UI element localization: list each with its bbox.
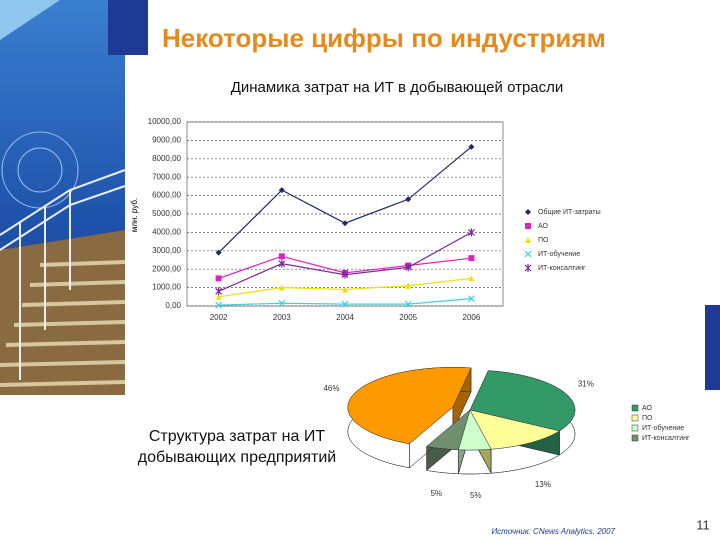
y-tick-label: 0,00	[165, 301, 181, 310]
legend-swatch	[524, 250, 532, 258]
pie-slice	[426, 409, 471, 451]
y-tick-label: 5000,00	[152, 209, 181, 218]
y-tick-label: 10000,00	[148, 117, 182, 126]
marker	[278, 259, 286, 268]
legend-swatch	[525, 223, 531, 229]
x-tick-label: 2002	[210, 313, 228, 322]
marker	[215, 293, 222, 300]
legend-swatch	[631, 404, 639, 412]
marker	[467, 228, 475, 237]
series-line	[218, 146, 472, 254]
data-label: 5%	[430, 489, 442, 498]
marker	[467, 295, 475, 303]
marker	[278, 187, 285, 194]
data-label: 13%	[535, 480, 551, 489]
legend-label: ПО	[538, 237, 549, 244]
data-label: 31%	[578, 380, 594, 389]
legend-label: ИТ-обучение	[642, 424, 684, 432]
legend-swatch	[631, 434, 639, 442]
x-tick-label: 2003	[273, 313, 291, 322]
y-tick-label: 7000,00	[152, 172, 181, 181]
title-block	[108, 0, 148, 55]
marker	[404, 263, 412, 272]
marker	[215, 249, 222, 256]
legend-swatch	[631, 414, 639, 422]
pie-caption: Структура затрат на ИТ добывающих предпр…	[137, 428, 337, 466]
y-tick-label: 6000,00	[152, 191, 181, 200]
marker	[341, 270, 349, 279]
legend-label: АО	[642, 405, 653, 412]
legend-swatch	[631, 424, 639, 432]
legend-label: Общие ИТ-затраты	[538, 208, 601, 216]
stairs-photo	[0, 0, 126, 395]
marker	[278, 299, 286, 307]
x-tick-label: 2006	[463, 313, 481, 322]
pie-slice	[469, 409, 561, 450]
x-tick-label: 2004	[336, 313, 354, 322]
line-chart-title: Динамика затрат на ИТ в добывающей отрас…	[231, 79, 564, 96]
legend-swatch	[525, 237, 531, 243]
side-block	[705, 305, 720, 390]
legend-label: ИТ-консалтинг	[538, 265, 586, 272]
legend-swatch	[524, 264, 532, 272]
y-tick-label: 4000,00	[152, 228, 181, 237]
marker	[215, 287, 223, 296]
marker	[405, 196, 412, 203]
marker	[342, 220, 348, 227]
page-number: 11	[696, 517, 710, 532]
marker	[278, 253, 285, 260]
pie-slice	[347, 367, 472, 445]
y-axis-label: млн. руб.	[130, 198, 139, 232]
marker	[215, 301, 223, 309]
marker	[468, 255, 475, 262]
legend-swatch	[525, 209, 531, 215]
marker	[468, 275, 475, 282]
marker	[341, 300, 349, 308]
pie-slice	[457, 409, 492, 451]
slide-title: Некоторые цифры по индустриям	[162, 23, 606, 53]
legend-label: ИТ-обучение	[538, 250, 580, 258]
legend-label: ИТ-консалтинг	[642, 435, 690, 442]
data-label: 5%	[470, 491, 482, 500]
marker	[405, 282, 412, 289]
marker	[342, 286, 348, 293]
source: Источник: CNews Analytics, 2007	[491, 527, 615, 536]
y-tick-label: 9000,00	[152, 136, 181, 145]
data-label: 46%	[323, 384, 339, 393]
legend-label: АО	[538, 223, 549, 230]
marker	[404, 300, 412, 308]
y-tick-label: 3000,00	[152, 246, 181, 255]
x-tick-label: 2005	[399, 313, 417, 322]
y-tick-label: 8000,00	[152, 154, 181, 163]
y-tick-label: 2000,00	[152, 264, 181, 273]
pie-slice	[469, 370, 576, 432]
marker	[278, 284, 285, 291]
y-tick-label: 1000,00	[152, 283, 181, 292]
marker	[215, 275, 222, 282]
marker	[468, 143, 475, 150]
legend-label: ПО	[642, 415, 653, 422]
